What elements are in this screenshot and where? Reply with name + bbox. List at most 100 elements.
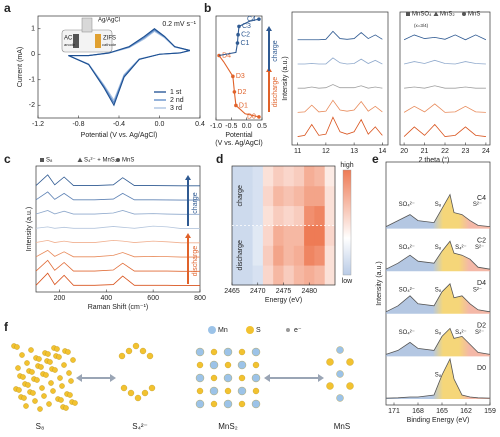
lattice-atom [210, 400, 218, 408]
sulfur-atom [29, 369, 35, 375]
spectrum-label: D0 [477, 365, 486, 372]
panel-label: e [372, 152, 379, 166]
arrowhead [318, 374, 324, 382]
heatmap-cell [324, 245, 336, 266]
heatmap-cell [273, 265, 284, 286]
y-axis-label: Intensity (a.u.) [282, 56, 289, 100]
peak-label: S₈ [435, 287, 442, 293]
peak-label: S₈ [435, 245, 442, 251]
heatmap-cell [273, 225, 284, 246]
state-label: C3 [242, 23, 251, 30]
sulfur-atom [132, 342, 140, 350]
lattice-atom [238, 374, 246, 382]
peak-label: S²⁻ [475, 330, 484, 336]
state-label: C4 [247, 16, 256, 23]
heatmap-cell [293, 245, 305, 266]
state-label: C1 [240, 40, 249, 47]
legend-label: 3 rd [170, 105, 182, 112]
heatmap-cell [252, 185, 264, 207]
spectrum [35, 259, 200, 272]
sulfur-atom [54, 346, 60, 352]
sulfur-atom [118, 352, 126, 360]
x-axis-label: 2 theta (°) [419, 156, 450, 164]
x-axis-label: (V vs. Ag/AgCl) [215, 140, 262, 147]
heatmap-cell [324, 185, 336, 207]
legend-marker [286, 328, 290, 332]
cell-inset: Ag/AgCl AC anode ZIFS cathode [61, 18, 120, 53]
direction-label: charge [192, 192, 199, 214]
state-point [236, 32, 240, 37]
x-tick-label: 23 [462, 148, 470, 155]
lattice-atom [196, 387, 204, 395]
spectrum [385, 283, 491, 313]
sulfur-atom [14, 344, 20, 350]
legend-label: S₄²⁻ + MnS₂ [84, 158, 118, 164]
legend-marker [40, 158, 44, 162]
heatmap-cell [232, 185, 243, 207]
x-tick-label: 22 [441, 148, 449, 155]
sulfur-atom [65, 349, 71, 355]
heatmap-cell [293, 225, 305, 246]
spectrum [297, 57, 383, 65]
sulfur-atom [38, 364, 44, 370]
lattice-atom [224, 361, 232, 369]
x-tick-label: 0.5 [257, 123, 267, 130]
legend-marker [462, 12, 466, 16]
y-axis-label: Current (mA) [17, 47, 24, 87]
state-label: D2 [237, 89, 246, 96]
heatmap-cell [314, 265, 326, 286]
sulfur-atom [34, 377, 40, 383]
peak-label: S₈ [435, 330, 442, 336]
sulfur-atom [21, 395, 27, 401]
state-point [231, 74, 235, 79]
legend-label: S [256, 327, 261, 334]
direction-label: discharge [192, 246, 199, 276]
spectrum-label: C2 [477, 237, 486, 244]
x-tick-label: 12 [322, 148, 330, 155]
sulfur-atom [68, 378, 74, 384]
sulfur-atom [66, 370, 72, 376]
lattice-atom [251, 373, 261, 383]
peak-label: S₄²⁻ [455, 330, 467, 336]
x-tick-label: 11 [294, 148, 301, 155]
lattice-atom [336, 370, 344, 378]
sulfur-atom [23, 403, 29, 409]
plot-frame [399, 11, 491, 146]
y-tick-label: -1 [29, 77, 35, 84]
heatmap-cell [314, 225, 326, 246]
x-tick-label: 600 [147, 295, 159, 302]
x-tick-label: 200 [54, 295, 66, 302]
legend-marker [116, 158, 120, 162]
panel-label: a [4, 1, 11, 15]
heatmap-cell [262, 166, 274, 187]
heatmap-cell [232, 205, 243, 226]
lattice-atom [251, 347, 261, 357]
sulfur-atom [120, 384, 128, 392]
heatmap-cell [242, 205, 253, 226]
x-tick-label: 800 [194, 295, 206, 302]
lattice-atom [224, 387, 232, 395]
spectrum [297, 84, 383, 89]
lattice-atom [238, 348, 246, 356]
sulfur-atom [52, 367, 58, 373]
sulfur-atom [67, 392, 73, 398]
state-point [235, 41, 240, 45]
inset-label: AC [64, 36, 73, 42]
heatmap-cell [283, 265, 295, 286]
legend-label: MnS [122, 158, 134, 164]
x-tick-label: -1.0 [210, 123, 222, 130]
x-tick-label: 159 [484, 408, 496, 415]
state-label: D3 [236, 73, 245, 80]
sulfur-atom [37, 406, 43, 412]
legend-marker [246, 326, 254, 334]
arrowhead [110, 374, 116, 382]
heatmap-cell [242, 245, 253, 266]
x-tick-label: 2465 [224, 288, 240, 295]
peak-label: S₈ [435, 202, 442, 208]
x-axis-label: Potential (V vs. Ag/AgCl) [81, 132, 158, 139]
heatmap-cell [262, 265, 274, 286]
sulfur-atom [139, 347, 147, 355]
heatmap-cell [304, 225, 315, 246]
x-axis-label: Potential [225, 132, 253, 139]
heatmap-cell [273, 205, 284, 226]
